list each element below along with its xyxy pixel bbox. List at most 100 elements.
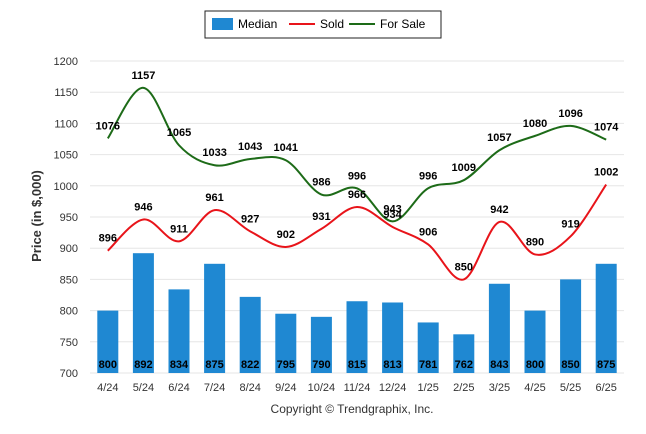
median-bar-label: 800 <box>99 359 117 371</box>
legend-box <box>204 10 442 39</box>
for-sale-point-label: 1080 <box>523 118 547 130</box>
legend-label-sold: Sold <box>320 17 344 31</box>
sold-point-label: 906 <box>419 226 437 238</box>
trend-lines <box>106 86 608 281</box>
median-bar <box>488 283 510 373</box>
median-bar-label: 892 <box>134 359 152 371</box>
median-bar-label: 813 <box>383 359 401 371</box>
median-bar-label: 875 <box>205 359 223 371</box>
median-bar <box>417 322 439 373</box>
sold-point-label: 1002 <box>594 167 618 179</box>
sold-point-label: 966 <box>348 189 366 201</box>
median-bar <box>382 302 404 373</box>
y-tick-label: 900 <box>60 243 78 255</box>
x-tick-label: 11/24 <box>344 382 371 394</box>
median-bar <box>310 316 332 373</box>
x-tick-label: 6/24 <box>168 382 189 394</box>
y-axis-ticks: 700 750 800 850 900 950 1000 1050 1100 1150 1200 <box>54 56 78 380</box>
median-bar <box>132 253 154 373</box>
x-axis-ticks: 4/24 5/24 6/24 7/24 8/24 9/24 10/24 11/24 12/24 1… <box>97 382 617 394</box>
median-bar <box>524 310 546 373</box>
sold-point-label: 919 <box>561 218 579 230</box>
x-tick-label: 7/24 <box>204 382 225 394</box>
sold-point-label: 931 <box>312 211 330 223</box>
y-tick-label: 1100 <box>54 118 78 130</box>
median-bar <box>560 279 582 373</box>
y-tick-label: 1000 <box>54 181 78 193</box>
median-bar <box>595 263 617 373</box>
median-bar-label: 800 <box>526 359 544 371</box>
x-tick-label: 6/25 <box>595 382 616 394</box>
y-tick-label: 1150 <box>54 87 78 99</box>
copyright-credit: Copyright © Trendgraphix, Inc. <box>271 402 434 416</box>
x-tick-label: 5/25 <box>560 382 581 394</box>
x-tick-label: 2/25 <box>453 382 474 394</box>
median-bar <box>346 301 368 373</box>
y-tick-label: 800 <box>60 306 78 318</box>
y-tick-label: 750 <box>60 337 78 349</box>
y-tick-label: 1200 <box>54 56 78 68</box>
x-tick-label: 8/24 <box>239 382 260 394</box>
for-sale-line <box>106 86 607 223</box>
legend-swatch-median <box>212 18 233 30</box>
for-sale-point-label: 1041 <box>274 142 298 154</box>
x-tick-label: 4/24 <box>97 382 118 394</box>
sold-point-label: 927 <box>241 213 259 225</box>
y-tick-label: 1050 <box>54 150 78 162</box>
legend-label-median: Median <box>238 17 277 31</box>
for-sale-point-label: 1033 <box>202 147 226 159</box>
x-tick-label: 1/25 <box>417 382 438 394</box>
sold-point-label: 890 <box>526 236 544 248</box>
median-bar-label: 762 <box>455 359 473 371</box>
median-bars <box>97 253 617 373</box>
sold-point-label: 946 <box>134 201 152 213</box>
median-bar-label: 834 <box>170 359 189 371</box>
median-bar-label: 875 <box>597 359 615 371</box>
for-sale-point-label: 996 <box>419 170 437 182</box>
median-bar-label: 795 <box>277 359 295 371</box>
y-tick-label: 950 <box>60 212 78 224</box>
for-sale-point-label: 1076 <box>96 120 120 132</box>
sold-point-label: 850 <box>455 261 473 273</box>
y-tick-label: 700 <box>60 368 78 380</box>
y-axis-title: Price (in $,000) <box>29 170 44 262</box>
median-bar <box>168 289 190 373</box>
median-bar <box>97 310 119 373</box>
sold-point-label: 961 <box>205 192 223 204</box>
data-labels: 800 892 834 875 822 795 790 815 813 781 762 843 800 8… <box>96 70 620 371</box>
x-tick-label: 4/25 <box>524 382 545 394</box>
x-tick-label: 12/24 <box>379 382 407 394</box>
for-sale-point-label: 1043 <box>238 141 262 153</box>
sold-line <box>107 183 608 281</box>
for-sale-point-label: 1065 <box>167 127 191 139</box>
median-bar <box>204 263 226 373</box>
median-bar-label: 781 <box>419 359 437 371</box>
y-tick-label: 850 <box>60 274 78 286</box>
for-sale-point-label: 986 <box>312 177 330 189</box>
for-sale-point-label: 1096 <box>558 108 582 120</box>
for-sale-point-label: 1009 <box>452 162 476 174</box>
for-sale-point-label: 1157 <box>131 70 155 82</box>
sold-point-label: 896 <box>99 233 117 245</box>
median-bar-label: 822 <box>241 359 259 371</box>
sold-point-label: 934 <box>383 209 402 221</box>
median-bar <box>453 334 475 373</box>
for-sale-point-label: 1074 <box>594 122 619 134</box>
median-bar-label: 843 <box>490 359 508 371</box>
median-bar <box>275 313 297 373</box>
for-sale-point-label: 996 <box>348 170 366 182</box>
legend-label-for-sale: For Sale <box>380 17 426 31</box>
x-tick-label: 9/24 <box>275 382 296 394</box>
x-tick-label: 10/24 <box>308 382 336 394</box>
for-sale-point-label: 943 <box>383 203 401 215</box>
x-tick-label: 3/25 <box>489 382 510 394</box>
for-sale-point-label: 1057 <box>487 132 511 144</box>
x-tick-label: 5/24 <box>133 382 154 394</box>
median-bar-label: 790 <box>312 359 330 371</box>
sold-point-label: 942 <box>490 204 508 216</box>
median-bar-label: 850 <box>561 359 579 371</box>
sold-point-label: 911 <box>170 223 188 235</box>
median-bar <box>239 296 261 373</box>
